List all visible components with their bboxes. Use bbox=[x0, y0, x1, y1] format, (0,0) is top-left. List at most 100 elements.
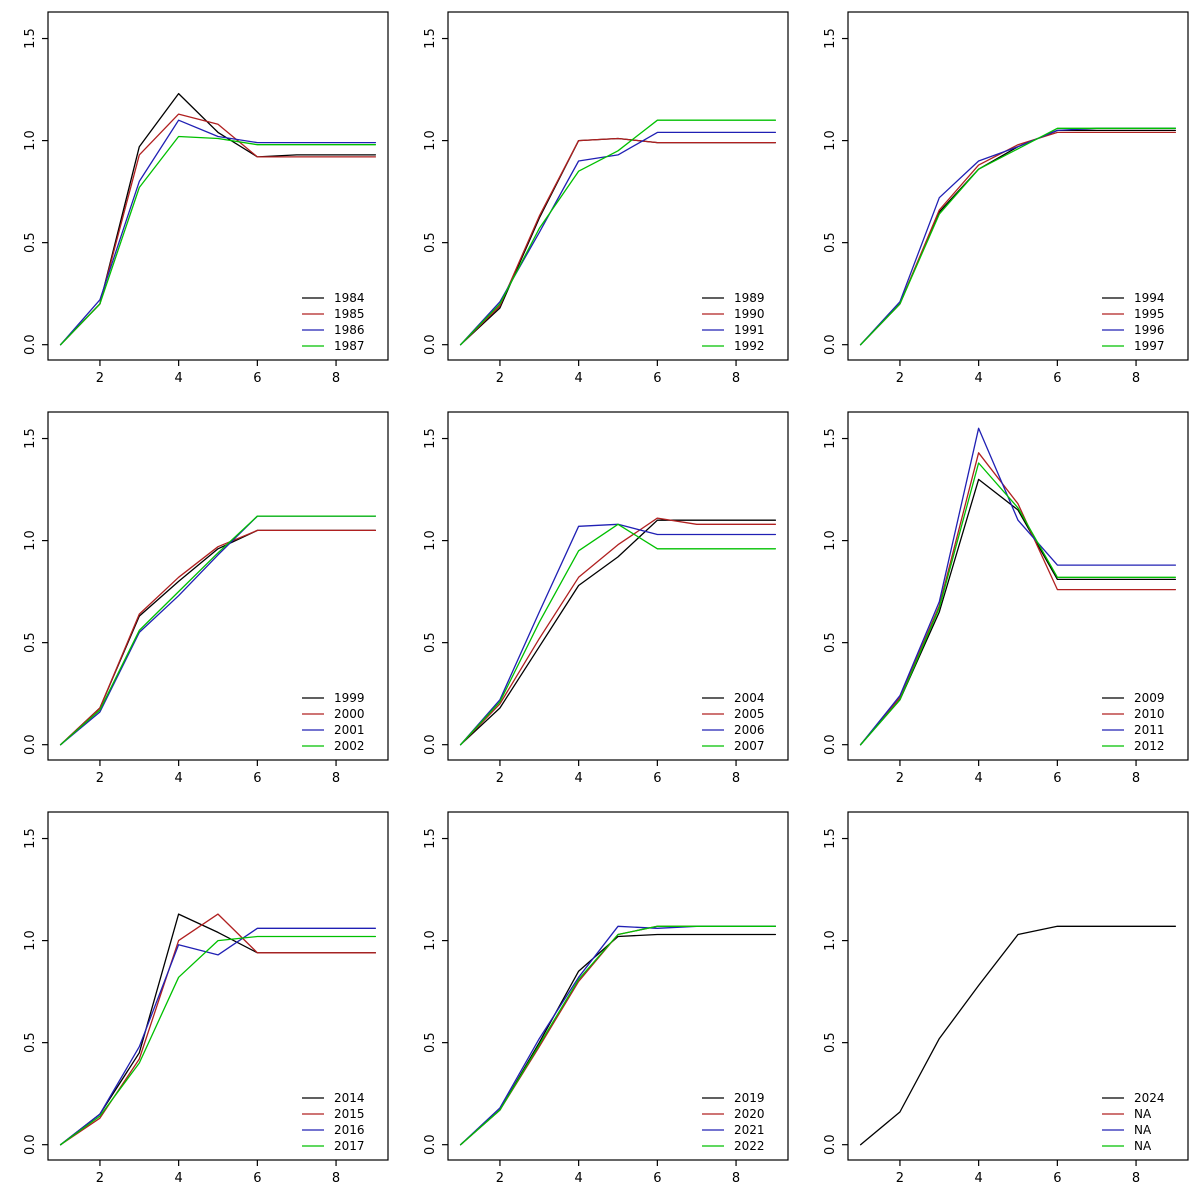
series-line bbox=[459, 519, 777, 746]
y-tick-label: 0.0 bbox=[423, 734, 438, 755]
y-tick-label: 1.0 bbox=[423, 130, 438, 151]
x-tick-label: 4 bbox=[175, 1171, 183, 1186]
legend-label: 1994 bbox=[1134, 291, 1165, 305]
y-tick-label: 1.5 bbox=[23, 828, 38, 849]
y-tick-label: 0.0 bbox=[23, 734, 38, 755]
plot-border bbox=[447, 411, 789, 761]
x-tick-label: 4 bbox=[975, 771, 983, 786]
y-tick-label: 1.5 bbox=[423, 28, 438, 49]
x-tick-label: 8 bbox=[1132, 771, 1140, 786]
x-tick-label: 6 bbox=[653, 1171, 661, 1186]
legend-label: NA bbox=[1134, 1107, 1152, 1121]
series-line bbox=[459, 517, 777, 746]
plot-border bbox=[447, 811, 789, 1161]
chart-svg: 2 4 6 8 0.0 0.5 1.0 1.5 2014 2015 2016 2017 bbox=[23, 811, 389, 1186]
y-tick-label: 0.0 bbox=[823, 734, 838, 755]
x-tick-label: 8 bbox=[732, 1171, 740, 1186]
series-line bbox=[859, 925, 1177, 1146]
y-tick-label: 1.0 bbox=[23, 130, 38, 151]
series-line bbox=[459, 137, 777, 346]
x-tick-label: 6 bbox=[653, 371, 661, 386]
series-line bbox=[859, 452, 1177, 746]
chart-panel-8: 2 4 6 8 0.0 0.5 1.0 1.5 2019 2020 2021 2022 bbox=[400, 800, 800, 1200]
legend-label: 1996 bbox=[1134, 323, 1165, 337]
legend-label: 2011 bbox=[1134, 723, 1165, 737]
y-tick-label: 0.5 bbox=[23, 1032, 38, 1053]
legend-label: 1990 bbox=[734, 307, 765, 321]
legend-label: 1984 bbox=[334, 291, 365, 305]
x-tick-label: 2 bbox=[896, 1171, 904, 1186]
x-tick-label: 2 bbox=[96, 771, 104, 786]
x-tick-label: 8 bbox=[732, 371, 740, 386]
y-tick-label: 0.5 bbox=[23, 232, 38, 253]
legend-label: 1999 bbox=[334, 691, 365, 705]
y-tick-label: 0.0 bbox=[423, 1134, 438, 1155]
x-tick-label: 6 bbox=[1053, 1171, 1061, 1186]
x-tick-label: 2 bbox=[896, 371, 904, 386]
x-tick-label: 2 bbox=[96, 371, 104, 386]
legend-label: 2017 bbox=[334, 1139, 365, 1153]
chart-svg: 2 4 6 8 0.0 0.5 1.0 1.5 1984 1985 1986 1987 bbox=[23, 11, 389, 386]
y-tick-label: 1.5 bbox=[23, 428, 38, 449]
legend-label: NA bbox=[1134, 1123, 1152, 1137]
chart-panel-9: 2 4 6 8 0.0 0.5 1.0 1.5 2024 NA NA NA bbox=[800, 800, 1200, 1200]
plot-border bbox=[47, 811, 389, 1161]
chart-panel-7: 2 4 6 8 0.0 0.5 1.0 1.5 2014 2015 2016 2017 bbox=[0, 800, 400, 1200]
x-tick-label: 6 bbox=[653, 771, 661, 786]
y-tick-label: 0.5 bbox=[823, 232, 838, 253]
chart-svg: 2 4 6 8 0.0 0.5 1.0 1.5 2009 2010 2011 2012 bbox=[823, 411, 1189, 786]
series-line bbox=[59, 135, 377, 346]
plot-border bbox=[47, 11, 389, 361]
legend-label: 2012 bbox=[1134, 739, 1165, 753]
x-tick-label: 6 bbox=[1053, 371, 1061, 386]
series-line bbox=[59, 927, 377, 1146]
x-tick-label: 6 bbox=[1053, 771, 1061, 786]
legend-label: 2019 bbox=[734, 1091, 765, 1105]
legend-label: 2022 bbox=[734, 1139, 765, 1153]
x-tick-label: 2 bbox=[96, 1171, 104, 1186]
chart-svg: 2 4 6 8 0.0 0.5 1.0 1.5 1989 1990 1991 1992 bbox=[423, 11, 789, 386]
series-line bbox=[59, 913, 377, 1146]
legend-label: 2006 bbox=[734, 723, 765, 737]
y-tick-label: 0.0 bbox=[23, 334, 38, 355]
legend-label: 1995 bbox=[1134, 307, 1165, 321]
series-line bbox=[59, 913, 377, 1146]
x-tick-label: 6 bbox=[253, 371, 261, 386]
x-tick-label: 6 bbox=[253, 771, 261, 786]
legend-label: 2024 bbox=[1134, 1091, 1165, 1105]
series-line bbox=[459, 119, 777, 346]
y-tick-label: 0.5 bbox=[423, 232, 438, 253]
legend-label: 1987 bbox=[334, 339, 365, 353]
legend-label: 2000 bbox=[334, 707, 365, 721]
x-tick-label: 4 bbox=[575, 1171, 583, 1186]
y-tick-label: 1.0 bbox=[823, 530, 838, 551]
series-line bbox=[59, 529, 377, 746]
legend-label: 2020 bbox=[734, 1107, 765, 1121]
legend-label: 2010 bbox=[1134, 707, 1165, 721]
chart-svg: 2 4 6 8 0.0 0.5 1.0 1.5 2004 2005 2006 2007 bbox=[423, 411, 789, 786]
y-tick-label: 1.0 bbox=[823, 130, 838, 151]
x-tick-label: 8 bbox=[1132, 371, 1140, 386]
x-tick-label: 2 bbox=[896, 771, 904, 786]
series-line bbox=[859, 129, 1177, 346]
y-tick-label: 1.0 bbox=[423, 530, 438, 551]
legend-label: 2009 bbox=[1134, 691, 1165, 705]
legend-label: 2007 bbox=[734, 739, 765, 753]
y-tick-label: 0.0 bbox=[823, 334, 838, 355]
series-line bbox=[459, 933, 777, 1146]
legend-label: 2014 bbox=[334, 1091, 365, 1105]
series-line bbox=[59, 935, 377, 1146]
plot-border bbox=[847, 411, 1189, 761]
legend-label: 1992 bbox=[734, 339, 765, 353]
series-line bbox=[459, 925, 777, 1146]
chart-panel-6: 2 4 6 8 0.0 0.5 1.0 1.5 2009 2010 2011 2012 bbox=[800, 400, 1200, 800]
x-tick-label: 4 bbox=[175, 371, 183, 386]
legend-label: 1997 bbox=[1134, 339, 1165, 353]
x-tick-label: 8 bbox=[332, 1171, 340, 1186]
y-tick-label: 0.5 bbox=[423, 632, 438, 653]
legend-label: 1986 bbox=[334, 323, 365, 337]
x-tick-label: 4 bbox=[175, 771, 183, 786]
plot-border bbox=[847, 811, 1189, 1161]
x-tick-label: 2 bbox=[496, 1171, 504, 1186]
